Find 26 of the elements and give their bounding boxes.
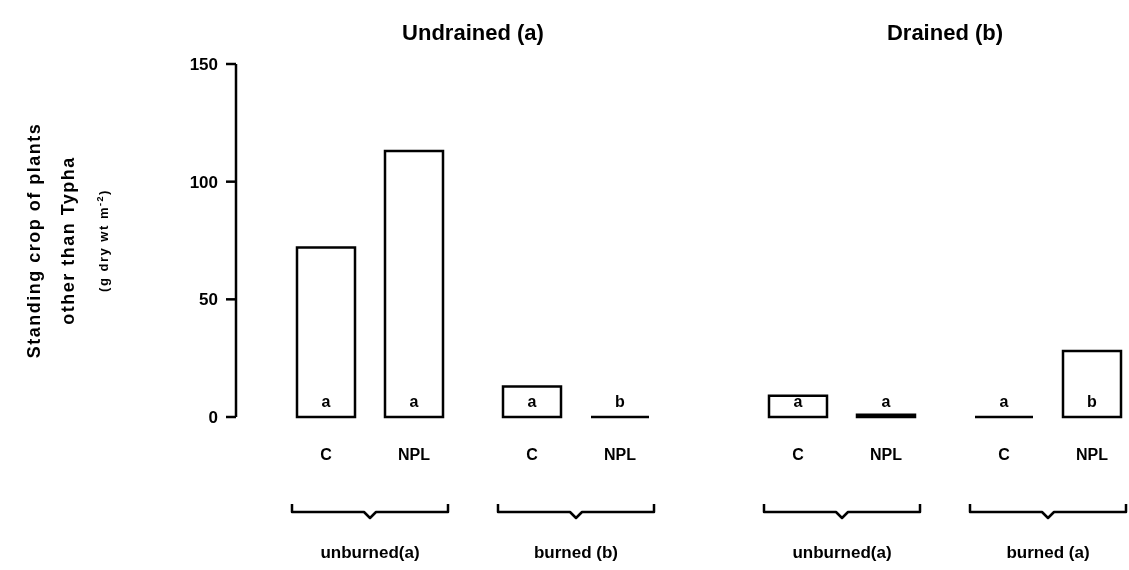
- x-tick-label: C: [320, 446, 333, 463]
- data-label: a: [409, 393, 419, 410]
- chart-title: Drained (b): [886, 20, 1004, 45]
- x-tick-label: C: [792, 446, 805, 463]
- data-label: b: [1087, 393, 1098, 410]
- text: unburned(a): [320, 543, 420, 562]
- text: unburned(a): [792, 543, 892, 562]
- y-tick-label: 150: [189, 54, 218, 74]
- x-tick-label: NPL: [398, 446, 431, 463]
- x-tick-label: C: [998, 446, 1011, 463]
- data-label: a: [321, 393, 331, 410]
- chart-title: Undrained (a): [402, 20, 544, 45]
- text: burned (b): [533, 543, 619, 562]
- text: burned (a): [1006, 543, 1090, 562]
- data-label: a: [793, 393, 803, 410]
- data-label: a: [527, 393, 537, 410]
- x-tick-label: C: [526, 446, 539, 463]
- x-tick-label: NPL: [604, 446, 637, 463]
- data-label: a: [881, 393, 891, 410]
- x-tick-label: NPL: [870, 446, 903, 463]
- y-tick-label: 50: [199, 290, 218, 310]
- y-tick-label: 0: [208, 407, 218, 427]
- y-tick-label: 100: [189, 172, 218, 192]
- data-label: b: [615, 393, 626, 410]
- data-label: a: [999, 393, 1009, 410]
- x-tick-label: NPL: [1076, 446, 1109, 463]
